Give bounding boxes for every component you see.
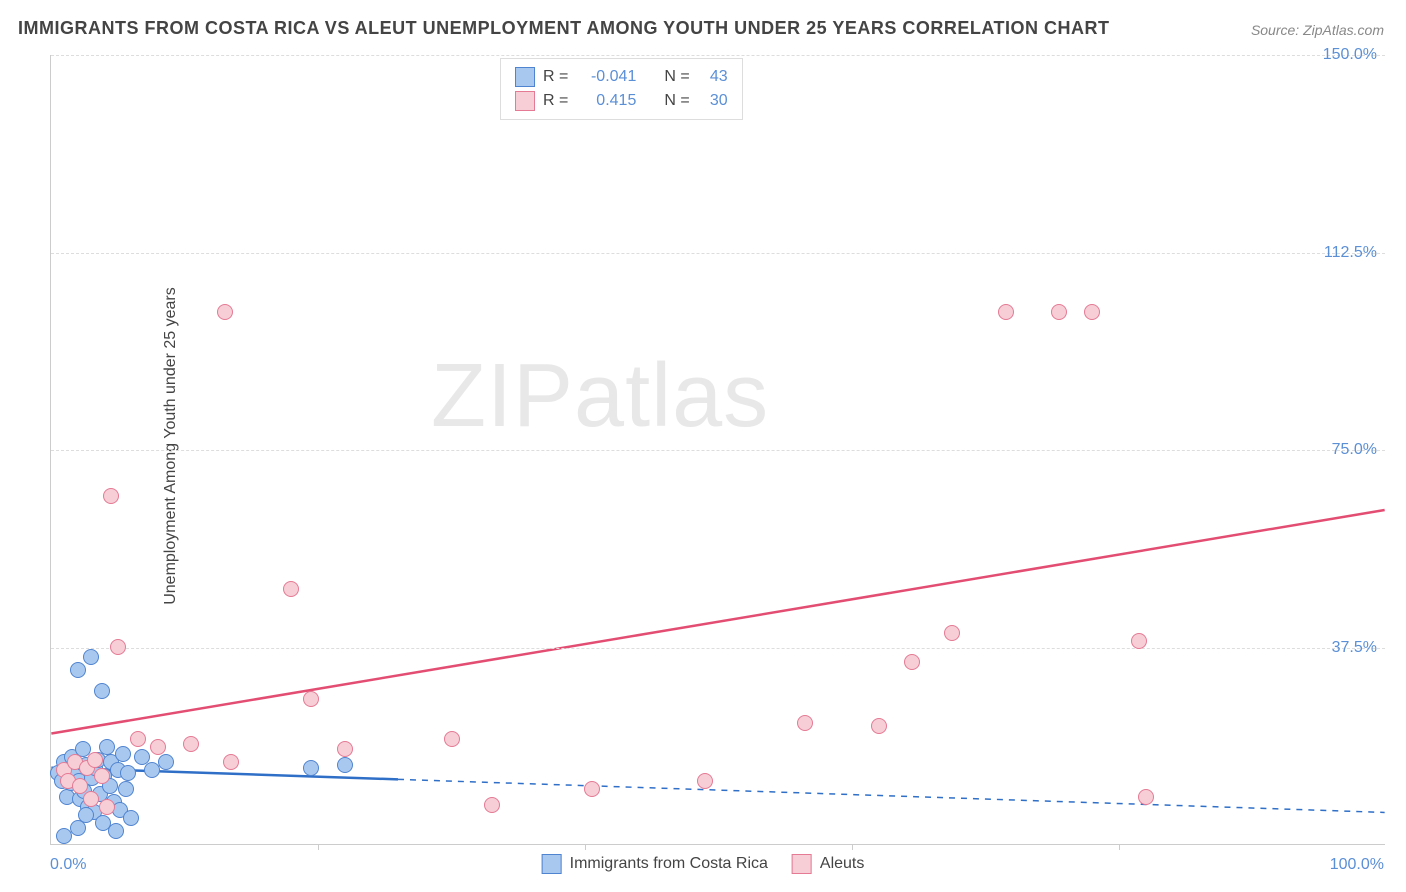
series-legend: Immigrants from Costa Rica Aleuts bbox=[542, 854, 865, 874]
x-axis-origin-tick: 0.0% bbox=[50, 856, 86, 874]
gridline bbox=[51, 253, 1385, 254]
scatter-point bbox=[337, 741, 353, 757]
scatter-point bbox=[998, 304, 1014, 320]
scatter-point bbox=[944, 625, 960, 641]
scatter-point bbox=[217, 304, 233, 320]
scatter-point bbox=[584, 781, 600, 797]
watermark: ZIPatlas bbox=[431, 345, 769, 448]
scatter-point bbox=[103, 488, 119, 504]
legend-n-value: 30 bbox=[698, 89, 728, 113]
scatter-point bbox=[110, 639, 126, 655]
scatter-point bbox=[99, 799, 115, 815]
x-axis-tick-mark bbox=[585, 844, 586, 850]
scatter-point bbox=[183, 736, 199, 752]
scatter-point bbox=[283, 581, 299, 597]
x-axis-max-tick: 100.0% bbox=[1330, 856, 1384, 874]
series-legend-label: Aleuts bbox=[820, 855, 864, 873]
scatter-point bbox=[130, 731, 146, 747]
legend-swatch bbox=[542, 854, 562, 874]
series-legend-label: Immigrants from Costa Rica bbox=[570, 855, 768, 873]
chart-title: IMMIGRANTS FROM COSTA RICA VS ALEUT UNEM… bbox=[18, 18, 1110, 39]
scatter-point bbox=[115, 746, 131, 762]
y-axis-tick: 75.0% bbox=[1332, 441, 1377, 459]
scatter-point bbox=[150, 739, 166, 755]
scatter-point bbox=[303, 691, 319, 707]
correlation-legend-row: R = 0.415 N = 30 bbox=[515, 89, 728, 113]
scatter-point bbox=[697, 773, 713, 789]
trend-line-solid bbox=[51, 510, 1384, 734]
scatter-point bbox=[83, 649, 99, 665]
legend-swatch bbox=[515, 67, 535, 87]
scatter-point bbox=[120, 765, 136, 781]
scatter-point bbox=[1138, 789, 1154, 805]
legend-r-label: R = bbox=[543, 89, 568, 113]
scatter-point bbox=[118, 781, 134, 797]
scatter-point bbox=[94, 768, 110, 784]
scatter-point bbox=[223, 754, 239, 770]
scatter-point bbox=[78, 807, 94, 823]
trend-line-dashed bbox=[398, 779, 1385, 812]
scatter-point bbox=[303, 760, 319, 776]
scatter-point bbox=[94, 683, 110, 699]
legend-r-value: -0.041 bbox=[576, 65, 636, 89]
gridline bbox=[51, 450, 1385, 451]
legend-n-label: N = bbox=[664, 65, 689, 89]
y-axis-tick: 37.5% bbox=[1332, 639, 1377, 657]
x-axis-tick-mark bbox=[1119, 844, 1120, 850]
gridline bbox=[51, 55, 1385, 56]
source-attribution: Source: ZipAtlas.com bbox=[1251, 22, 1384, 38]
legend-r-value: 0.415 bbox=[576, 89, 636, 113]
scatter-point bbox=[83, 791, 99, 807]
scatter-point bbox=[123, 810, 139, 826]
x-axis-tick-mark bbox=[318, 844, 319, 850]
legend-n-label: N = bbox=[664, 89, 689, 113]
scatter-point bbox=[484, 797, 500, 813]
x-axis-tick-mark bbox=[852, 844, 853, 850]
scatter-point bbox=[99, 739, 115, 755]
legend-n-value: 43 bbox=[698, 65, 728, 89]
series-legend-item: Aleuts bbox=[792, 854, 864, 874]
legend-swatch bbox=[515, 91, 535, 111]
scatter-point bbox=[87, 752, 103, 768]
watermark-atlas: atlas bbox=[574, 346, 769, 446]
scatter-point bbox=[1084, 304, 1100, 320]
scatter-point bbox=[1131, 633, 1147, 649]
correlation-legend-row: R = -0.041 N = 43 bbox=[515, 65, 728, 89]
gridline bbox=[51, 648, 1385, 649]
watermark-zip: ZIP bbox=[431, 346, 574, 446]
scatter-point bbox=[904, 654, 920, 670]
legend-r-label: R = bbox=[543, 65, 568, 89]
legend-swatch bbox=[792, 854, 812, 874]
scatter-point bbox=[1051, 304, 1067, 320]
scatter-point bbox=[158, 754, 174, 770]
correlation-legend: R = -0.041 N = 43 R = 0.415 N = 30 bbox=[500, 58, 743, 120]
scatter-point bbox=[797, 715, 813, 731]
scatter-point bbox=[70, 662, 86, 678]
scatter-point bbox=[108, 823, 124, 839]
y-axis-tick: 112.5% bbox=[1324, 244, 1377, 262]
scatter-point bbox=[337, 757, 353, 773]
y-axis-tick: 150.0% bbox=[1323, 46, 1377, 64]
plot-area: ZIPatlas 37.5%75.0%112.5%150.0% bbox=[50, 55, 1385, 845]
scatter-point bbox=[871, 718, 887, 734]
series-legend-item: Immigrants from Costa Rica bbox=[542, 854, 768, 874]
scatter-point bbox=[444, 731, 460, 747]
